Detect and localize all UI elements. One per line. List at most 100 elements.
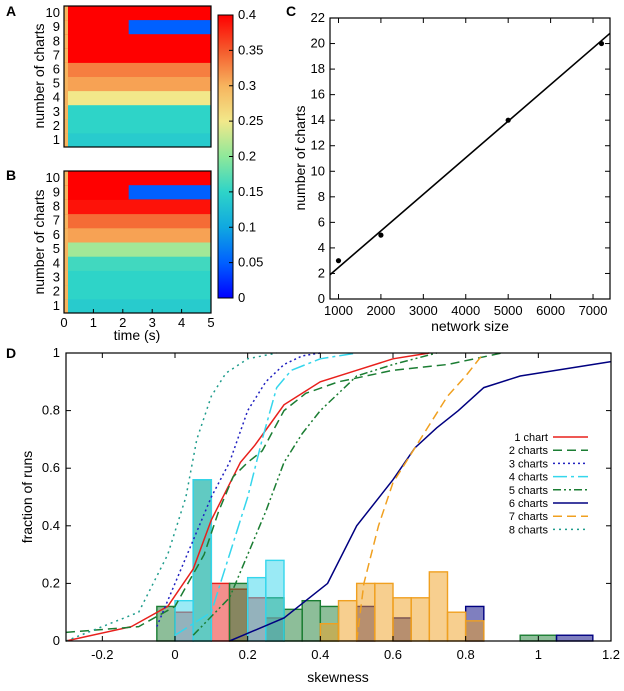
heatmap-xtick: 1 (90, 315, 97, 330)
colorbar-tick: 0.25 (238, 113, 263, 128)
heatmap-ytick: 5 (53, 76, 60, 91)
d-legend-label: 3 charts (509, 458, 549, 470)
heatmap-ytick: 7 (53, 213, 60, 228)
heatmap-onset-5 (64, 76, 68, 92)
heatmap-row-4 (64, 90, 211, 106)
d-hist-bar (283, 608, 303, 642)
heatmap-ytick: 3 (53, 104, 60, 119)
heatmap-row-1 (64, 298, 211, 314)
heatmap-onset-1 (64, 298, 68, 314)
panel-c-frame (329, 17, 611, 300)
heatmap-ytick: 1 (53, 298, 60, 313)
c-fit-line (329, 32, 611, 276)
d-legend-label: 2 charts (509, 445, 549, 457)
heatmap-row-2 (64, 284, 211, 300)
heatmap-row-6 (64, 227, 211, 243)
heatmap-ytick: 10 (46, 170, 60, 185)
d-ytick: 0.8 (42, 403, 60, 418)
heatmap-row-10 (64, 171, 211, 186)
d-hist-bar (410, 597, 431, 642)
d-hist-bar (355, 582, 376, 642)
c-xtick: 3000 (409, 303, 438, 318)
heatmap-anomaly-0 (128, 20, 211, 35)
d-series-line (174, 352, 357, 636)
heatmap-xtick: 4 (178, 315, 185, 330)
colorbar-tick: 0.2 (238, 149, 256, 164)
heatmap-onset-4 (64, 256, 68, 271)
c-xtick: 4000 (451, 303, 480, 318)
d-hist-bar (319, 623, 340, 642)
heatmap-ytick: 7 (53, 47, 60, 62)
c-ytick: 22 (311, 10, 325, 25)
heatmap-ytick: 9 (53, 184, 60, 199)
heatmap-onset-8 (64, 199, 68, 215)
colorbar-tick: 0.1 (238, 219, 256, 234)
heatmap-row-5 (64, 76, 211, 92)
c-ytick: 0 (318, 291, 325, 306)
heatmap-onset-7 (64, 48, 68, 63)
c-ytick: 18 (311, 61, 325, 76)
heatmap-row-3 (64, 270, 211, 286)
heatmap-ytick: 4 (53, 255, 60, 270)
heatmap-ytick: 6 (53, 227, 60, 242)
heatmap-onset-5 (64, 242, 68, 257)
heatmap-anomaly-0 (128, 185, 211, 200)
heatmap-onset-2 (64, 284, 68, 300)
d-series-line (355, 352, 485, 642)
d-xtick: 0.4 (311, 647, 329, 662)
line-panel-d: -0.2 0 0.2 0.4 0.6 0.8 1 1.2 0 0.2 0.4 0.6 0.8 1 1 ch… (42, 345, 620, 662)
c-ytick: 2 (318, 265, 325, 280)
d-legend-label: 4 charts (509, 472, 549, 484)
colorbar-tick: 0 (238, 290, 245, 305)
heatmap-ytick: 8 (53, 199, 60, 214)
heatmap-ytick: 8 (53, 33, 60, 48)
d-ytick: 1 (53, 345, 60, 360)
d-xtick: 1.2 (602, 647, 620, 662)
d-hist-bar (174, 599, 194, 642)
panel-d-xlabel: skewness (307, 669, 368, 685)
c-ytick: 10 (311, 163, 325, 178)
c-ytick: 12 (311, 138, 325, 153)
c-point (505, 117, 511, 123)
heatmap-row-2 (64, 118, 211, 134)
d-xtick: 0.2 (239, 647, 257, 662)
heatmap-ytick: 9 (53, 19, 60, 34)
heatmap-onset-3 (64, 270, 68, 286)
d-series-line (65, 352, 430, 642)
d-xtick: 1 (535, 647, 542, 662)
heatmap-onset-6 (64, 62, 68, 77)
panel-d-frame (65, 352, 612, 642)
d-legend-label: 6 charts (509, 498, 549, 510)
heatmap-ytick: 5 (53, 241, 60, 256)
d-hist-bar (374, 582, 394, 642)
d-series-line (229, 360, 612, 642)
heatmap-a-frame (63, 5, 212, 148)
heatmap-b-frame (63, 170, 212, 314)
colorbar-tick: 0.4 (238, 7, 256, 22)
d-legend-label: 5 charts (509, 485, 549, 497)
c-ytick: 14 (311, 112, 325, 127)
c-point (378, 232, 384, 238)
heatmap-onset-2 (64, 118, 68, 134)
heatmap-ytick: 6 (53, 61, 60, 76)
colorbar: 0 0.05 0.1 0.15 0.2 0.25 0.3 0.35 0.4 (217, 7, 263, 305)
heatmap-ytick: 2 (53, 284, 60, 299)
heatmap-row-8 (64, 199, 211, 215)
d-hist-bar (428, 571, 449, 642)
panel-c-xlabel: network size (431, 318, 509, 334)
c-xtick: 7000 (579, 303, 608, 318)
d-series-line (65, 352, 503, 634)
heatmap-ytick: 3 (53, 270, 60, 285)
d-legend-label: 7 charts (509, 511, 549, 523)
heatmap-ytick: 2 (53, 118, 60, 133)
colorbar-tick: 0.3 (238, 78, 256, 93)
d-ytick: 0.4 (42, 518, 60, 533)
heatmap-ytick: 4 (53, 90, 60, 105)
d-ytick: 0.2 (42, 575, 60, 590)
c-xtick: 5000 (494, 303, 523, 318)
panel-d-ylabel: fraction of runs (19, 451, 35, 544)
heatmap-onset-1 (64, 132, 68, 148)
c-ytick: 8 (318, 189, 325, 204)
